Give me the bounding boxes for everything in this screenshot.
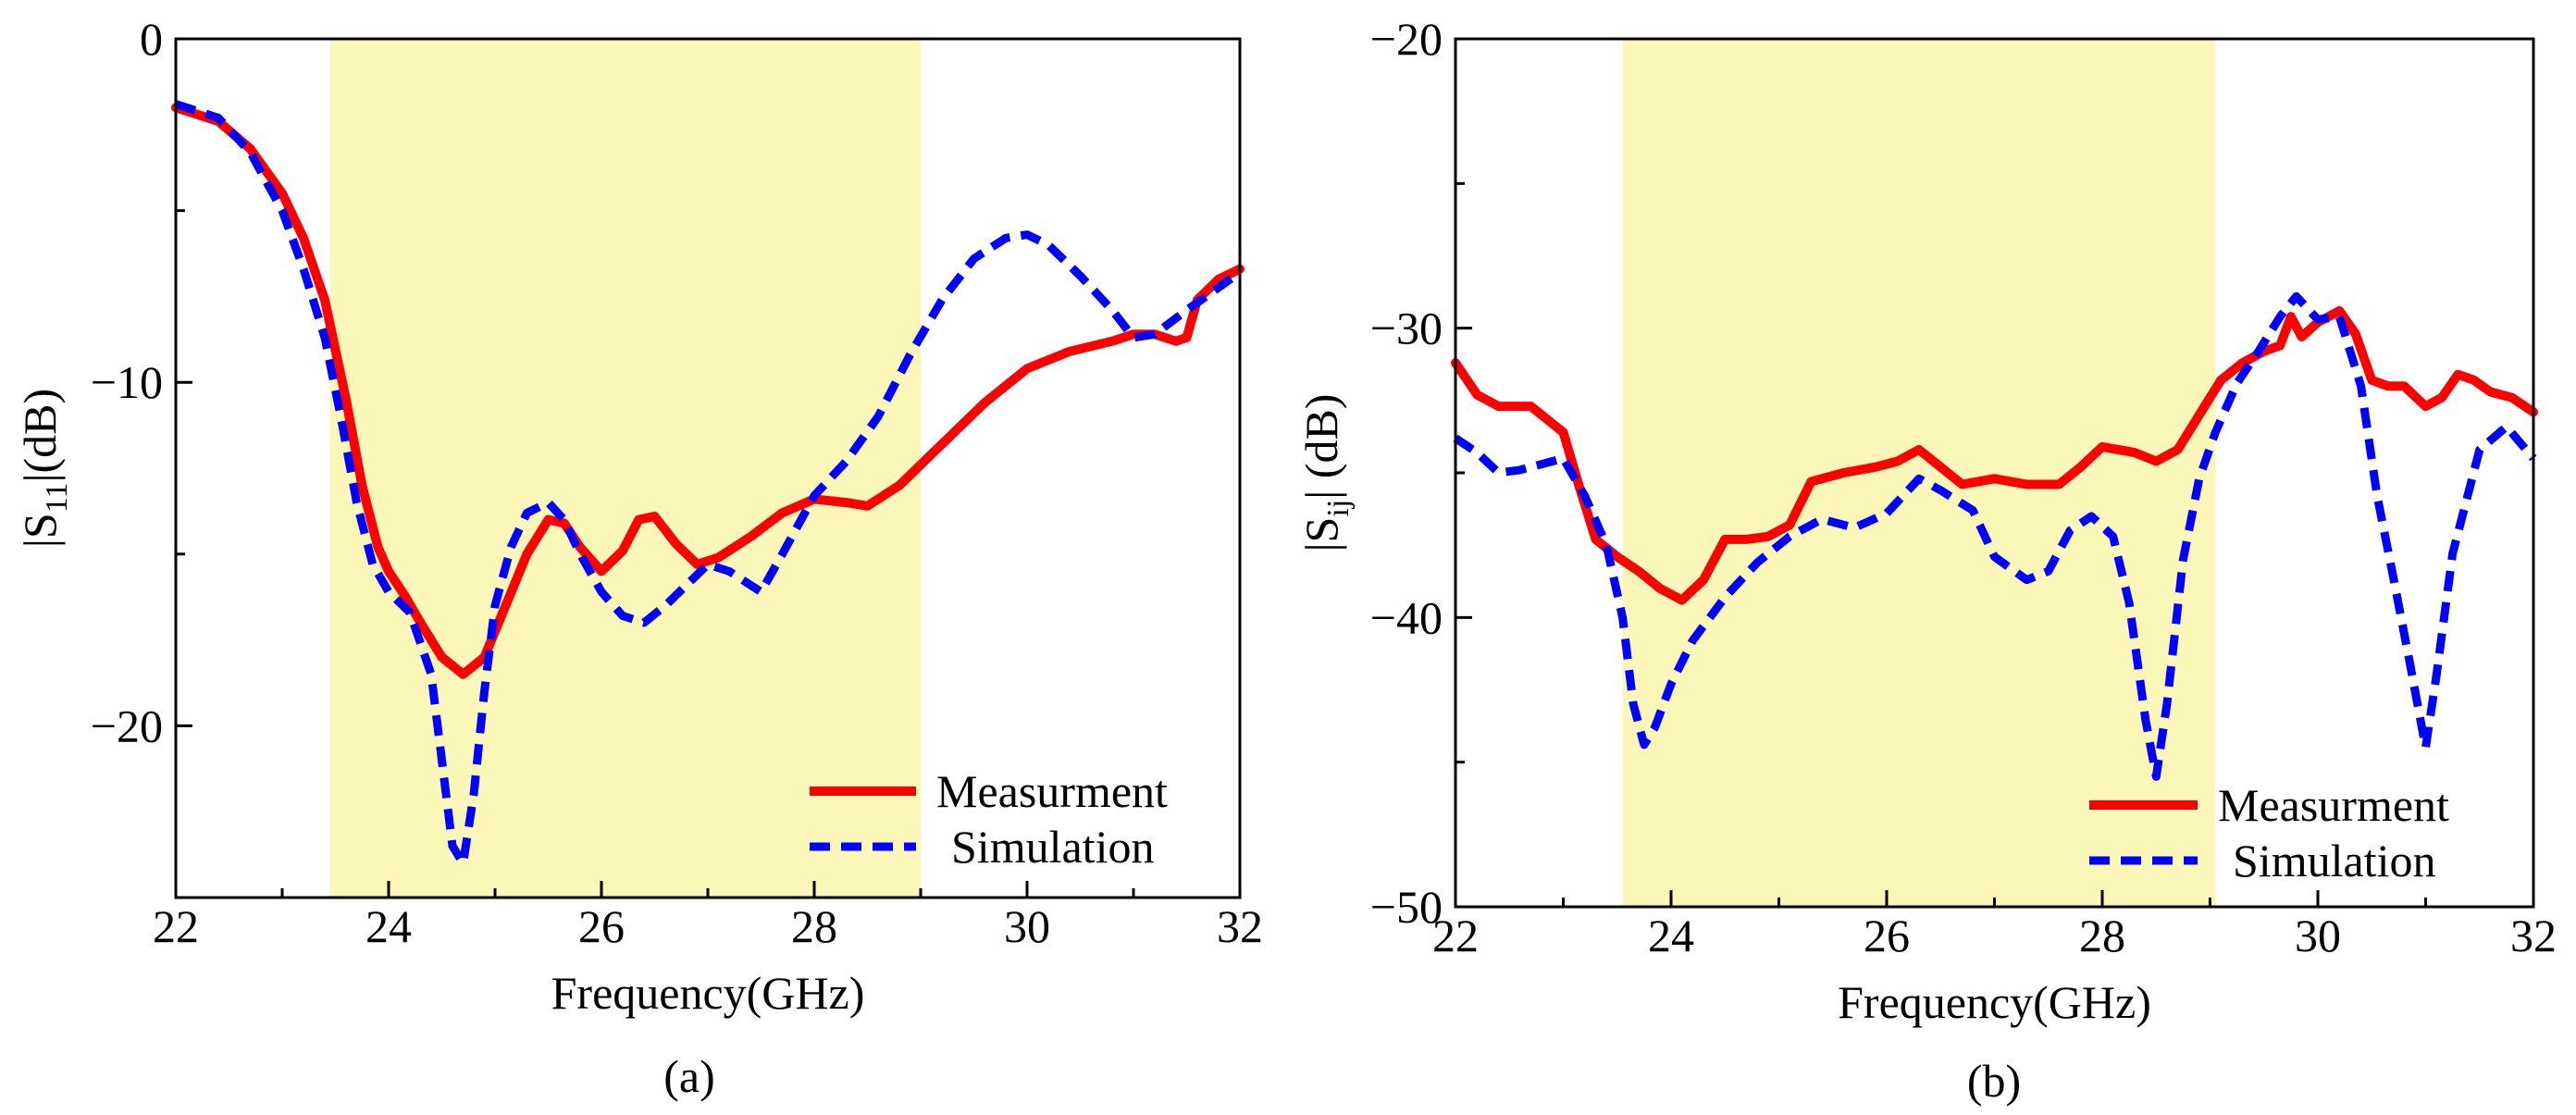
panel-a: 22 24 26 28 30 32 0 −10 −20 Frequency(GHz) |S11|… (14, 13, 1263, 1102)
x-tick-label-b-24: 24 (1648, 910, 1694, 961)
y-tick-label-b--20: −20 (1370, 13, 1443, 65)
y-axis-label-b-base: |S (1295, 517, 1347, 552)
series-simulation-line-b (1453, 291, 2537, 781)
y-axis-label-a: |S11|(dB) (14, 389, 74, 548)
legend-a: Measurment Simulation (810, 765, 1168, 873)
y-tick-label-b--40: −40 (1370, 591, 1443, 643)
panel-b: 22 24 26 28 30 32−20−30−40−50 Frequency(GHz) … (1295, 13, 2557, 1107)
y-tick-label-b--30: −30 (1370, 303, 1443, 354)
x-tick-label-a-24: 24 (365, 900, 412, 952)
x-tick-label-a-30: 30 (1004, 900, 1050, 952)
x-axis-label-b: Frequency(GHz) (1838, 976, 2151, 1028)
y-axis-label-a-tail: |(dB) (14, 389, 66, 483)
x-tick-label-b-26: 26 (1864, 910, 1910, 961)
x-tick-label-b-22: 22 (1432, 910, 1479, 961)
legend-b: Measurment Simulation (2089, 779, 2449, 886)
y-tick-label-b--50: −50 (1370, 881, 1443, 933)
x-tick-label-a-22: 22 (153, 900, 199, 952)
x-tick-label-b-32: 32 (2510, 910, 2557, 961)
x-tick-label-b-28: 28 (2079, 910, 2125, 961)
caption-a: (a) (663, 1050, 715, 1102)
legend-label-measurement-b: Measurment (2218, 779, 2449, 831)
series-layer-b (1451, 291, 2538, 781)
y-axis-label-b-sub: ij (1321, 500, 1356, 517)
legend-label-measurement-a: Measurment (936, 765, 1168, 817)
series-measurment-line-a (171, 103, 1245, 679)
legend-label-simulation-b: Simulation (2233, 835, 2435, 886)
series-measurment-line-b (1451, 305, 2538, 605)
band-highlight-a (329, 39, 921, 898)
series-simulation-line-a (174, 100, 1243, 868)
y-axis-label-b: |Sij| (dB) (1295, 394, 1356, 552)
y-tick-label-a--20: −20 (91, 700, 163, 751)
y-axis-label-b-tail: | (dB) (1295, 394, 1347, 500)
x-tick-label-b-30: 30 (2295, 910, 2341, 961)
caption-b: (b) (1967, 1055, 2021, 1107)
y-axis-label-a-sub: 11 (40, 483, 74, 514)
band-highlight-b (1622, 39, 2216, 907)
x-tick-label-a-28: 28 (791, 900, 837, 952)
legend-label-simulation-a: Simulation (951, 821, 1154, 873)
y-tick-label-a-0: 0 (140, 13, 163, 65)
x-tick-label-a-32: 32 (1217, 900, 1263, 952)
ticks-a: 22 24 26 28 30 32 0 −10 −20 (91, 13, 1263, 952)
x-axis-label-a: Frequency(GHz) (551, 967, 865, 1019)
series-layer-a (171, 100, 1245, 868)
y-tick-label-a--10: −10 (91, 356, 163, 408)
ticks-b: 22 24 26 28 30 32 −20 −30 −40 −50 (1370, 13, 2557, 961)
x-tick-label-a-26: 26 (578, 900, 625, 952)
y-axis-label-a-base: |S (14, 513, 66, 548)
